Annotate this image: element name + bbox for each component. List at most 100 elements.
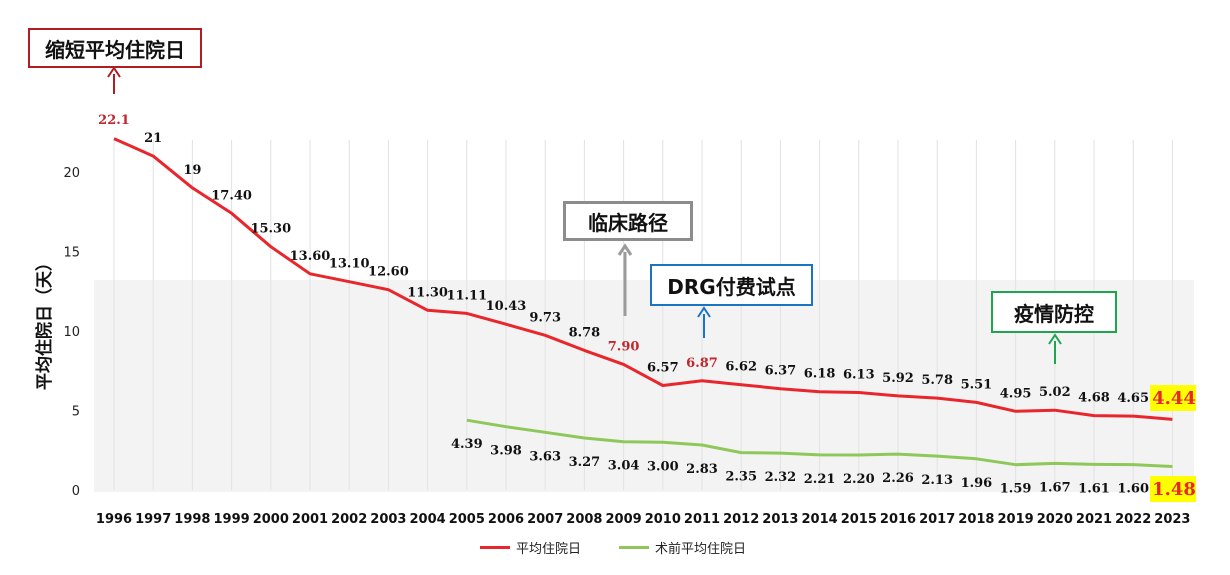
data-label: 2.26 [882, 471, 914, 486]
data-label: 13.60 [290, 249, 331, 264]
data-label: 6.37 [765, 364, 797, 379]
data-label: 12.60 [368, 265, 409, 280]
data-label: 21 [144, 131, 162, 146]
x-tick-label: 1999 [214, 512, 250, 527]
x-tick-label: 2007 [527, 512, 563, 527]
data-label: 6.13 [843, 368, 875, 383]
x-tick-label: 2014 [802, 512, 838, 527]
series-line-avg-los [113, 137, 1173, 421]
data-label: 8.78 [569, 325, 601, 340]
data-label: 4.68 [1078, 391, 1110, 406]
y-axis-title: 平均住院日（天） [34, 254, 55, 390]
data-label: 4.95 [1000, 386, 1032, 401]
annotation-arrow-head [617, 243, 633, 256]
x-tick-label: 2017 [919, 512, 955, 527]
x-tick-label: 2000 [253, 512, 289, 527]
x-tick-label: 2001 [292, 512, 328, 527]
x-tick-label: 2003 [370, 512, 406, 527]
x-tick-label: 2016 [880, 512, 916, 527]
data-label: 9.73 [529, 310, 561, 325]
data-label: 6.87 [686, 356, 718, 371]
x-tick-label: 2008 [566, 512, 602, 527]
data-label: 2.20 [843, 472, 875, 487]
data-label: 3.98 [490, 444, 522, 459]
data-label: 4.65 [1117, 391, 1149, 406]
annotation-arrow-head [697, 306, 711, 318]
data-label: 6.57 [647, 361, 679, 376]
data-label: 5.02 [1039, 385, 1071, 400]
data-label: 4.39 [451, 437, 483, 452]
x-tick-label: 1998 [174, 512, 210, 527]
data-label: 1.61 [1078, 481, 1110, 496]
y-tick-label: 15 [63, 246, 80, 261]
data-label-highlight [1150, 476, 1196, 502]
data-label: 10.43 [486, 299, 527, 314]
x-tick-label: 2006 [488, 512, 524, 527]
legend-swatch-green [619, 546, 650, 549]
x-tick-label: 2002 [331, 512, 367, 527]
data-label: 5.78 [921, 373, 953, 388]
data-label: 1.59 [1000, 482, 1032, 497]
data-label-highlight [1150, 385, 1196, 411]
y-tick-label: 20 [63, 166, 80, 181]
data-label: 6.62 [725, 360, 757, 375]
annotation-arrow-head [1048, 333, 1062, 345]
data-label: 15.30 [250, 222, 291, 237]
legend-swatch-red [480, 546, 510, 549]
x-tick-label: 2013 [762, 512, 798, 527]
legend-item-avg-los: 平均住院日 [480, 538, 581, 557]
x-tick-label: 1996 [96, 512, 132, 527]
y-tick-label: 5 [72, 405, 80, 420]
x-tick-label: 1997 [135, 512, 171, 527]
legend-label: 平均住院日 [516, 542, 582, 557]
annotation-epidemic-control: 疫情防控 [991, 291, 1117, 333]
data-label: 3.00 [647, 459, 679, 474]
x-tick-label: 2023 [1154, 512, 1190, 527]
data-label: 1.48 [1152, 479, 1196, 500]
data-label: 5.51 [961, 377, 993, 392]
x-tick-label: 2005 [449, 512, 485, 527]
annotation-shorten-los: 缩短平均住院日 [28, 28, 202, 68]
y-tick-label: 0 [72, 484, 80, 499]
x-tick-label: 2015 [841, 512, 877, 527]
data-label: 5.92 [882, 371, 914, 386]
data-label: 1.67 [1039, 480, 1071, 495]
x-tick-label: 2012 [723, 512, 759, 527]
data-label: 4.44 [1152, 388, 1196, 409]
data-label: 7.90 [608, 339, 640, 354]
x-tick-label: 2011 [684, 512, 720, 527]
x-tick-label: 2019 [998, 512, 1034, 527]
y-tick-label: 10 [63, 325, 80, 340]
data-label: 3.27 [569, 455, 601, 470]
data-label: 11.11 [446, 288, 487, 303]
data-label: 2.35 [725, 470, 757, 485]
data-label: 2.32 [765, 470, 797, 485]
legend: 平均住院日 术前平均住院日 [480, 538, 746, 557]
annotation-clinical-pathway: 临床路径 [563, 201, 693, 241]
data-label: 17.40 [211, 188, 252, 203]
data-label: 22.1 [98, 113, 130, 128]
data-label: 2.83 [686, 462, 718, 477]
legend-label: 术前平均住院日 [655, 542, 747, 557]
data-label: 13.10 [329, 257, 370, 272]
data-label: 2.13 [921, 473, 953, 488]
annotation-arrow-head [107, 66, 121, 78]
x-tick-label: 2018 [958, 512, 994, 527]
x-tick-label: 2021 [1076, 512, 1112, 527]
data-label: 1.60 [1117, 482, 1149, 497]
legend-item-preop-los: 术前平均住院日 [619, 538, 746, 557]
data-label: 3.04 [608, 459, 640, 474]
data-label: 11.30 [407, 285, 448, 300]
data-label: 1.96 [961, 476, 993, 491]
x-tick-label: 2022 [1115, 512, 1151, 527]
x-tick-label: 2009 [606, 512, 642, 527]
data-label: 2.21 [804, 472, 836, 487]
data-label: 3.63 [529, 449, 561, 464]
x-tick-label: 2010 [645, 512, 681, 527]
data-label: 19 [183, 163, 201, 178]
annotation-drg-pilot: DRG付费试点 [650, 264, 813, 306]
x-tick-label: 2020 [1037, 512, 1073, 527]
series-line-preop-los [466, 418, 1173, 468]
